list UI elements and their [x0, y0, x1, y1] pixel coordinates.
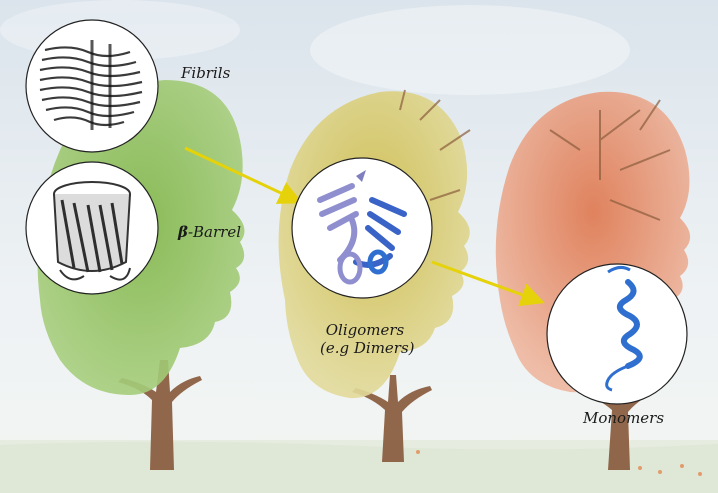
dimer-structure-icon — [291, 157, 433, 299]
cloud — [310, 5, 630, 95]
monomers-text: Monomers — [583, 409, 665, 427]
oligomers-subtext: (e.g Dimers) — [320, 339, 415, 357]
fibrils-text: Fibrils — [181, 64, 231, 82]
monomer-helix-icon — [546, 263, 688, 405]
bare-branches — [399, 89, 471, 201]
beta-barrel-label: β-Barrel — [178, 223, 241, 241]
grass — [0, 441, 718, 493]
beta-symbol: β — [178, 223, 188, 241]
arrow-oligomers-to-monomers — [431, 260, 545, 307]
falling-leaves — [416, 450, 702, 476]
bare-branches — [549, 99, 671, 221]
fibril-structure-icon — [25, 19, 159, 153]
fibrils-label: Fibrils — [181, 64, 230, 82]
beta-barrel-structure-icon — [25, 161, 159, 295]
beta-barrel-text: -Barrel — [187, 223, 242, 241]
arrow-fibrils-to-oligomers — [184, 146, 303, 204]
monomers-label: Monomers — [583, 409, 664, 427]
oligomers-label: Oligomers (e.g Dimers) — [320, 321, 415, 357]
oligomers-text: Oligomers — [325, 321, 405, 339]
tree-trunk — [352, 375, 432, 462]
